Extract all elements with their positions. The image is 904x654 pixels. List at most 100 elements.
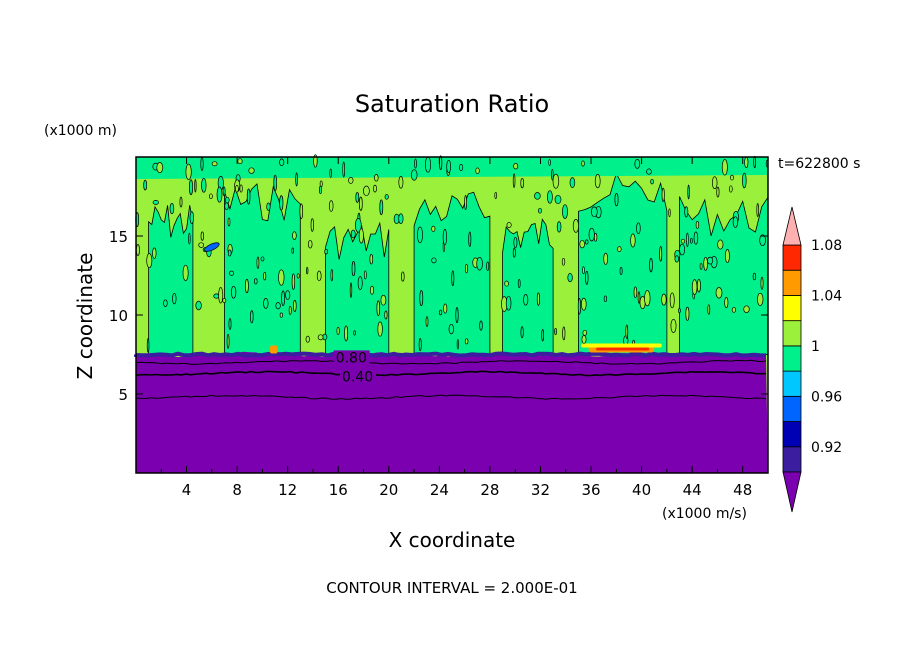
- speckle: [468, 231, 472, 247]
- colorbar-box: [782, 446, 802, 473]
- contour-labels-group: 0.80 0.40: [333, 350, 377, 385]
- x-tick-label: 32: [531, 481, 550, 499]
- speckle: [569, 177, 576, 188]
- speckle: [668, 208, 671, 218]
- y-tick-label: 15: [109, 228, 128, 246]
- x-tick-label: 8: [232, 481, 242, 499]
- speckle: [619, 267, 623, 275]
- speckle: [401, 271, 405, 282]
- speckle: [200, 231, 204, 241]
- speckle: [730, 174, 734, 181]
- speckle: [520, 326, 524, 339]
- speckle: [189, 211, 194, 224]
- speckle: [299, 203, 304, 220]
- speckle: [152, 200, 159, 205]
- speckle: [541, 329, 545, 342]
- speckle: [732, 216, 739, 228]
- speckle: [577, 298, 581, 315]
- speckle: [512, 247, 516, 258]
- speckle: [759, 234, 766, 247]
- speckle: [419, 290, 424, 307]
- speckle: [194, 178, 197, 193]
- speckle: [201, 177, 207, 193]
- speckle: [465, 263, 468, 274]
- speckle: [211, 161, 218, 167]
- speckle: [711, 176, 718, 190]
- speckle: [226, 334, 230, 349]
- speckle: [313, 154, 318, 168]
- colorbar-label: 1: [811, 339, 820, 355]
- speckle: [459, 164, 464, 171]
- speckle: [633, 286, 638, 299]
- speckle: [363, 185, 370, 197]
- speckle: [715, 287, 723, 299]
- supersat-patch-red: [596, 347, 650, 351]
- speckle: [476, 256, 483, 271]
- contour-line: [135, 394, 767, 400]
- speckle: [246, 188, 251, 205]
- speckle: [254, 278, 258, 285]
- speckle: [661, 187, 665, 202]
- speckle: [562, 326, 566, 341]
- speckle: [670, 318, 677, 333]
- x-axis-title: X coordinate: [389, 528, 516, 552]
- speckle: [135, 244, 140, 256]
- speckle: [603, 252, 609, 265]
- speckle: [505, 295, 512, 311]
- speckle: [307, 239, 313, 249]
- speckle: [227, 249, 232, 257]
- speckle: [156, 162, 164, 174]
- x-units-label: (x1000 m/s): [662, 506, 747, 522]
- colorbar-box: [782, 244, 802, 271]
- colorbar-label: 1.08: [811, 238, 842, 254]
- speckle: [556, 221, 562, 233]
- speckle: [494, 191, 497, 199]
- speckle: [245, 278, 249, 294]
- speckle: [285, 290, 291, 300]
- speckle: [319, 185, 322, 195]
- speckle: [728, 185, 733, 193]
- speckle: [278, 269, 285, 286]
- speckle: [637, 291, 641, 304]
- time-label: t=622800 s: [778, 156, 860, 172]
- speckle: [636, 222, 641, 235]
- colorbar-box: [782, 370, 802, 397]
- speckle: [227, 217, 231, 227]
- y-tick-label: 5: [118, 386, 128, 404]
- speckle: [179, 196, 183, 208]
- speckle: [431, 257, 437, 264]
- speckle: [185, 163, 192, 181]
- colorbar-box: [782, 320, 802, 347]
- moist-patch: [224, 183, 301, 355]
- speckle: [188, 232, 191, 245]
- speckle: [248, 167, 255, 174]
- speckle: [398, 176, 404, 189]
- speckle: [431, 225, 436, 232]
- speckle: [581, 297, 587, 311]
- speckle: [336, 326, 340, 335]
- speckle: [724, 249, 730, 263]
- speckle: [263, 271, 267, 281]
- speckle: [757, 292, 764, 306]
- speckle: [250, 310, 254, 324]
- speckle: [760, 276, 764, 290]
- speckle: [562, 204, 568, 219]
- speckle: [316, 270, 322, 282]
- speckle: [224, 202, 229, 211]
- speckle: [292, 231, 297, 240]
- y-axis-ticks: 5 10 15: [109, 228, 768, 404]
- speckle: [617, 246, 622, 252]
- speckle: [330, 269, 334, 282]
- speckle: [536, 292, 540, 306]
- speckle: [724, 297, 729, 309]
- speckle: [630, 233, 636, 248]
- speckle: [695, 221, 700, 229]
- speckle: [717, 239, 724, 250]
- contour-label-bg: [333, 350, 370, 365]
- speckle: [756, 203, 759, 218]
- colorbar-box: [782, 395, 802, 422]
- speckle: [707, 304, 711, 315]
- speckle: [561, 257, 566, 266]
- speckle: [310, 218, 314, 232]
- contour-line: [135, 359, 767, 365]
